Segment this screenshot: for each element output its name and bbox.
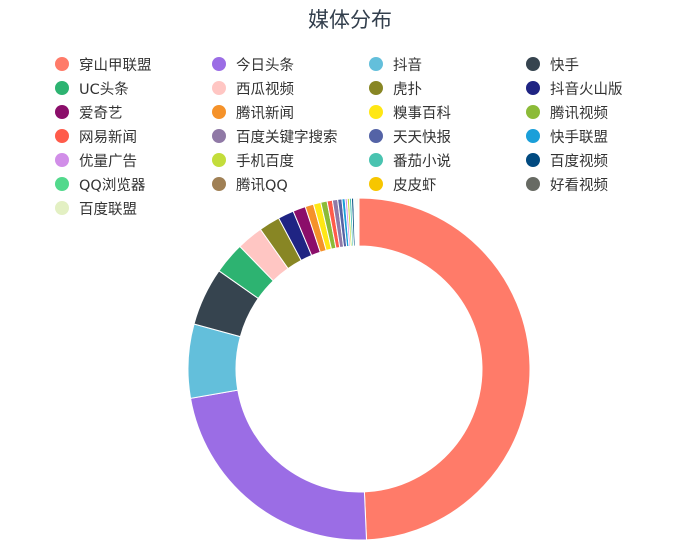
legend-label: 西瓜视频 (236, 81, 294, 98)
legend-swatch (212, 57, 226, 71)
legend-swatch (369, 57, 383, 71)
legend-swatch (212, 177, 226, 191)
legend-item[interactable]: 好看视频 (526, 174, 608, 194)
legend-label: 番茄小说 (393, 153, 451, 170)
legend-item[interactable]: 抖音 (369, 54, 422, 74)
legend-label: 手机百度 (236, 153, 294, 170)
legend-item[interactable]: 抖音火山版 (526, 78, 623, 98)
legend-swatch (369, 153, 383, 167)
legend-label: 优量广告 (79, 153, 137, 170)
legend-label: 快手联盟 (550, 129, 608, 146)
legend-item[interactable]: 今日头条 (212, 54, 294, 74)
legend-swatch (55, 105, 69, 119)
legend-label: 百度视频 (550, 153, 608, 170)
legend-label: 网易新闻 (79, 129, 137, 146)
legend-label: 爱奇艺 (79, 105, 123, 122)
legend-label: 腾讯QQ (236, 177, 288, 194)
legend-swatch (55, 57, 69, 71)
legend-item[interactable]: 西瓜视频 (212, 78, 294, 98)
chart-legend: 穿山甲联盟 今日头条 抖音 快手 UC头条 西瓜视频 虎扑 抖音火山版 爱奇艺 腾讯新闻 糗事百科腾… (0, 0, 700, 230)
legend-item[interactable]: 百度关键字搜索 (212, 126, 338, 146)
legend-swatch (369, 105, 383, 119)
legend-swatch (526, 177, 540, 191)
legend-item[interactable]: 优量广告 (55, 150, 137, 170)
legend-swatch (212, 105, 226, 119)
legend-label: 皮皮虾 (393, 177, 437, 194)
legend-swatch (526, 129, 540, 143)
legend-item[interactable]: 百度联盟 (55, 198, 137, 218)
legend-label: 糗事百科 (393, 105, 451, 122)
legend-item[interactable]: 天天快报 (369, 126, 451, 146)
legend-swatch (526, 105, 540, 119)
legend-label: 天天快报 (393, 129, 451, 146)
legend-label: 穿山甲联盟 (79, 57, 152, 74)
legend-swatch (526, 57, 540, 71)
legend-label: 百度联盟 (79, 201, 137, 218)
legend-label: 腾讯视频 (550, 105, 608, 122)
legend-label: 虎扑 (393, 81, 422, 98)
legend-swatch (369, 129, 383, 143)
legend-swatch (55, 153, 69, 167)
legend-item[interactable]: 糗事百科 (369, 102, 451, 122)
legend-swatch (369, 177, 383, 191)
legend-swatch (212, 153, 226, 167)
legend-item[interactable]: 虎扑 (369, 78, 422, 98)
legend-label: 好看视频 (550, 177, 608, 194)
legend-item[interactable]: 百度视频 (526, 150, 608, 170)
legend-item[interactable]: 网易新闻 (55, 126, 137, 146)
legend-label: 今日头条 (236, 57, 294, 74)
legend-swatch (55, 129, 69, 143)
donut-slice[interactable] (357, 197, 360, 247)
chart-title: 媒体分布 (308, 8, 392, 32)
donut-slice[interactable] (189, 389, 368, 541)
legend-item[interactable]: 皮皮虾 (369, 174, 437, 194)
legend-label: 百度关键字搜索 (236, 129, 338, 146)
legend-item[interactable]: 手机百度 (212, 150, 294, 170)
legend-swatch (212, 81, 226, 95)
donut-slice[interactable] (187, 323, 241, 399)
legend-label: 抖音 (393, 57, 422, 74)
legend-item[interactable]: 快手 (526, 54, 579, 74)
legend-label: 抖音火山版 (550, 81, 623, 98)
legend-item[interactable]: 快手联盟 (526, 126, 608, 146)
legend-swatch (55, 81, 69, 95)
legend-item[interactable]: QQ浏览器 (55, 174, 145, 194)
legend-item[interactable]: 腾讯视频 (526, 102, 608, 122)
legend-label: 快手 (550, 57, 579, 74)
legend-item[interactable]: 番茄小说 (369, 150, 451, 170)
legend-swatch (55, 201, 69, 215)
legend-label: 腾讯新闻 (236, 105, 294, 122)
legend-item[interactable]: 腾讯QQ (212, 174, 288, 194)
legend-label: UC头条 (79, 81, 129, 98)
legend-swatch (526, 81, 540, 95)
legend-item[interactable]: 爱奇艺 (55, 102, 123, 122)
legend-swatch (369, 81, 383, 95)
legend-swatch (212, 129, 226, 143)
legend-item[interactable]: 穿山甲联盟 (55, 54, 152, 74)
legend-item[interactable]: 腾讯新闻 (212, 102, 294, 122)
legend-swatch (55, 177, 69, 191)
legend-label: QQ浏览器 (79, 177, 146, 194)
legend-swatch (526, 153, 540, 167)
legend-item[interactable]: UC头条 (55, 78, 129, 98)
donut-slice[interactable] (358, 197, 531, 541)
